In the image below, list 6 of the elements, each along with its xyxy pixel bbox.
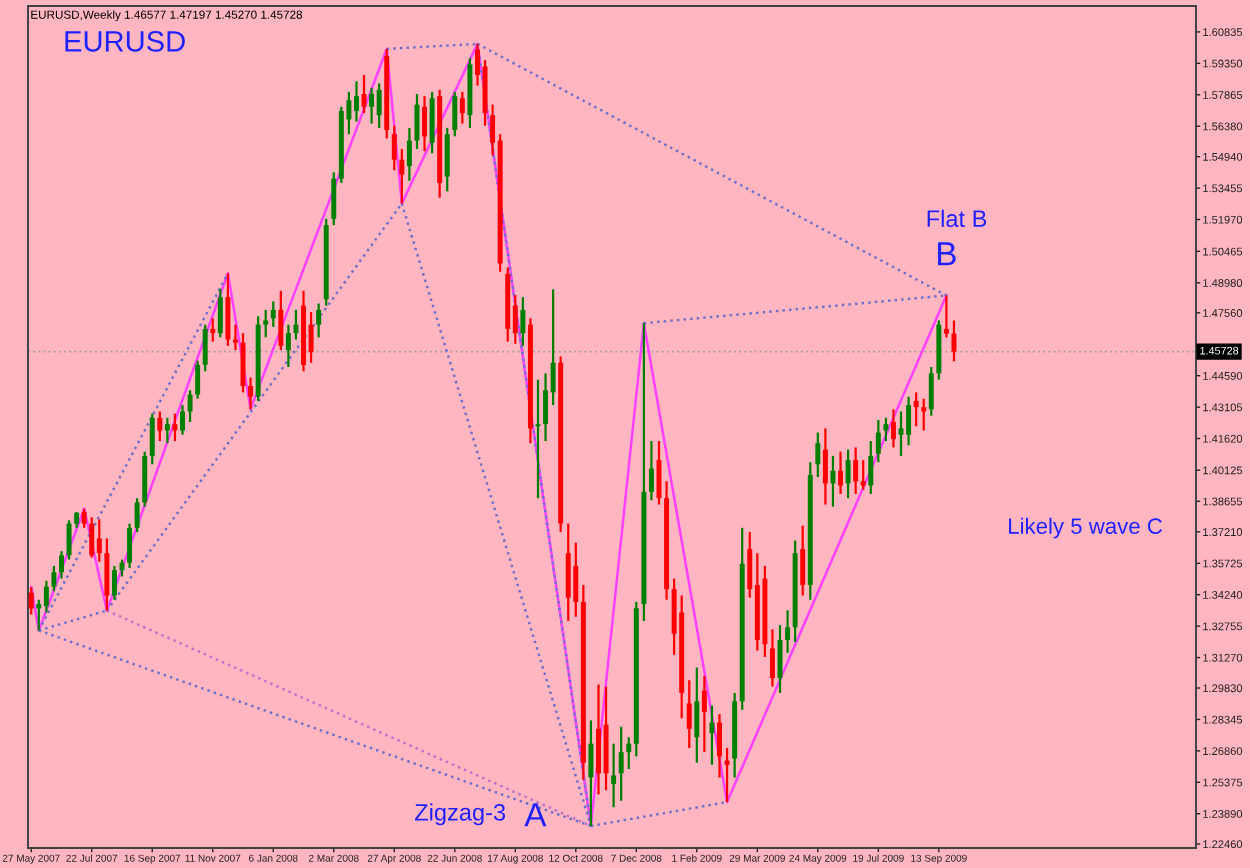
annotation: Flat B	[927, 209, 987, 228]
text: EURUSD	[65, 31, 185, 52]
annotation: Zigzag-3	[414, 803, 506, 826]
annotation: A	[524, 803, 547, 827]
annotation: B	[938, 242, 956, 266]
annotation: Likely 5 wave C	[1009, 517, 1163, 539]
